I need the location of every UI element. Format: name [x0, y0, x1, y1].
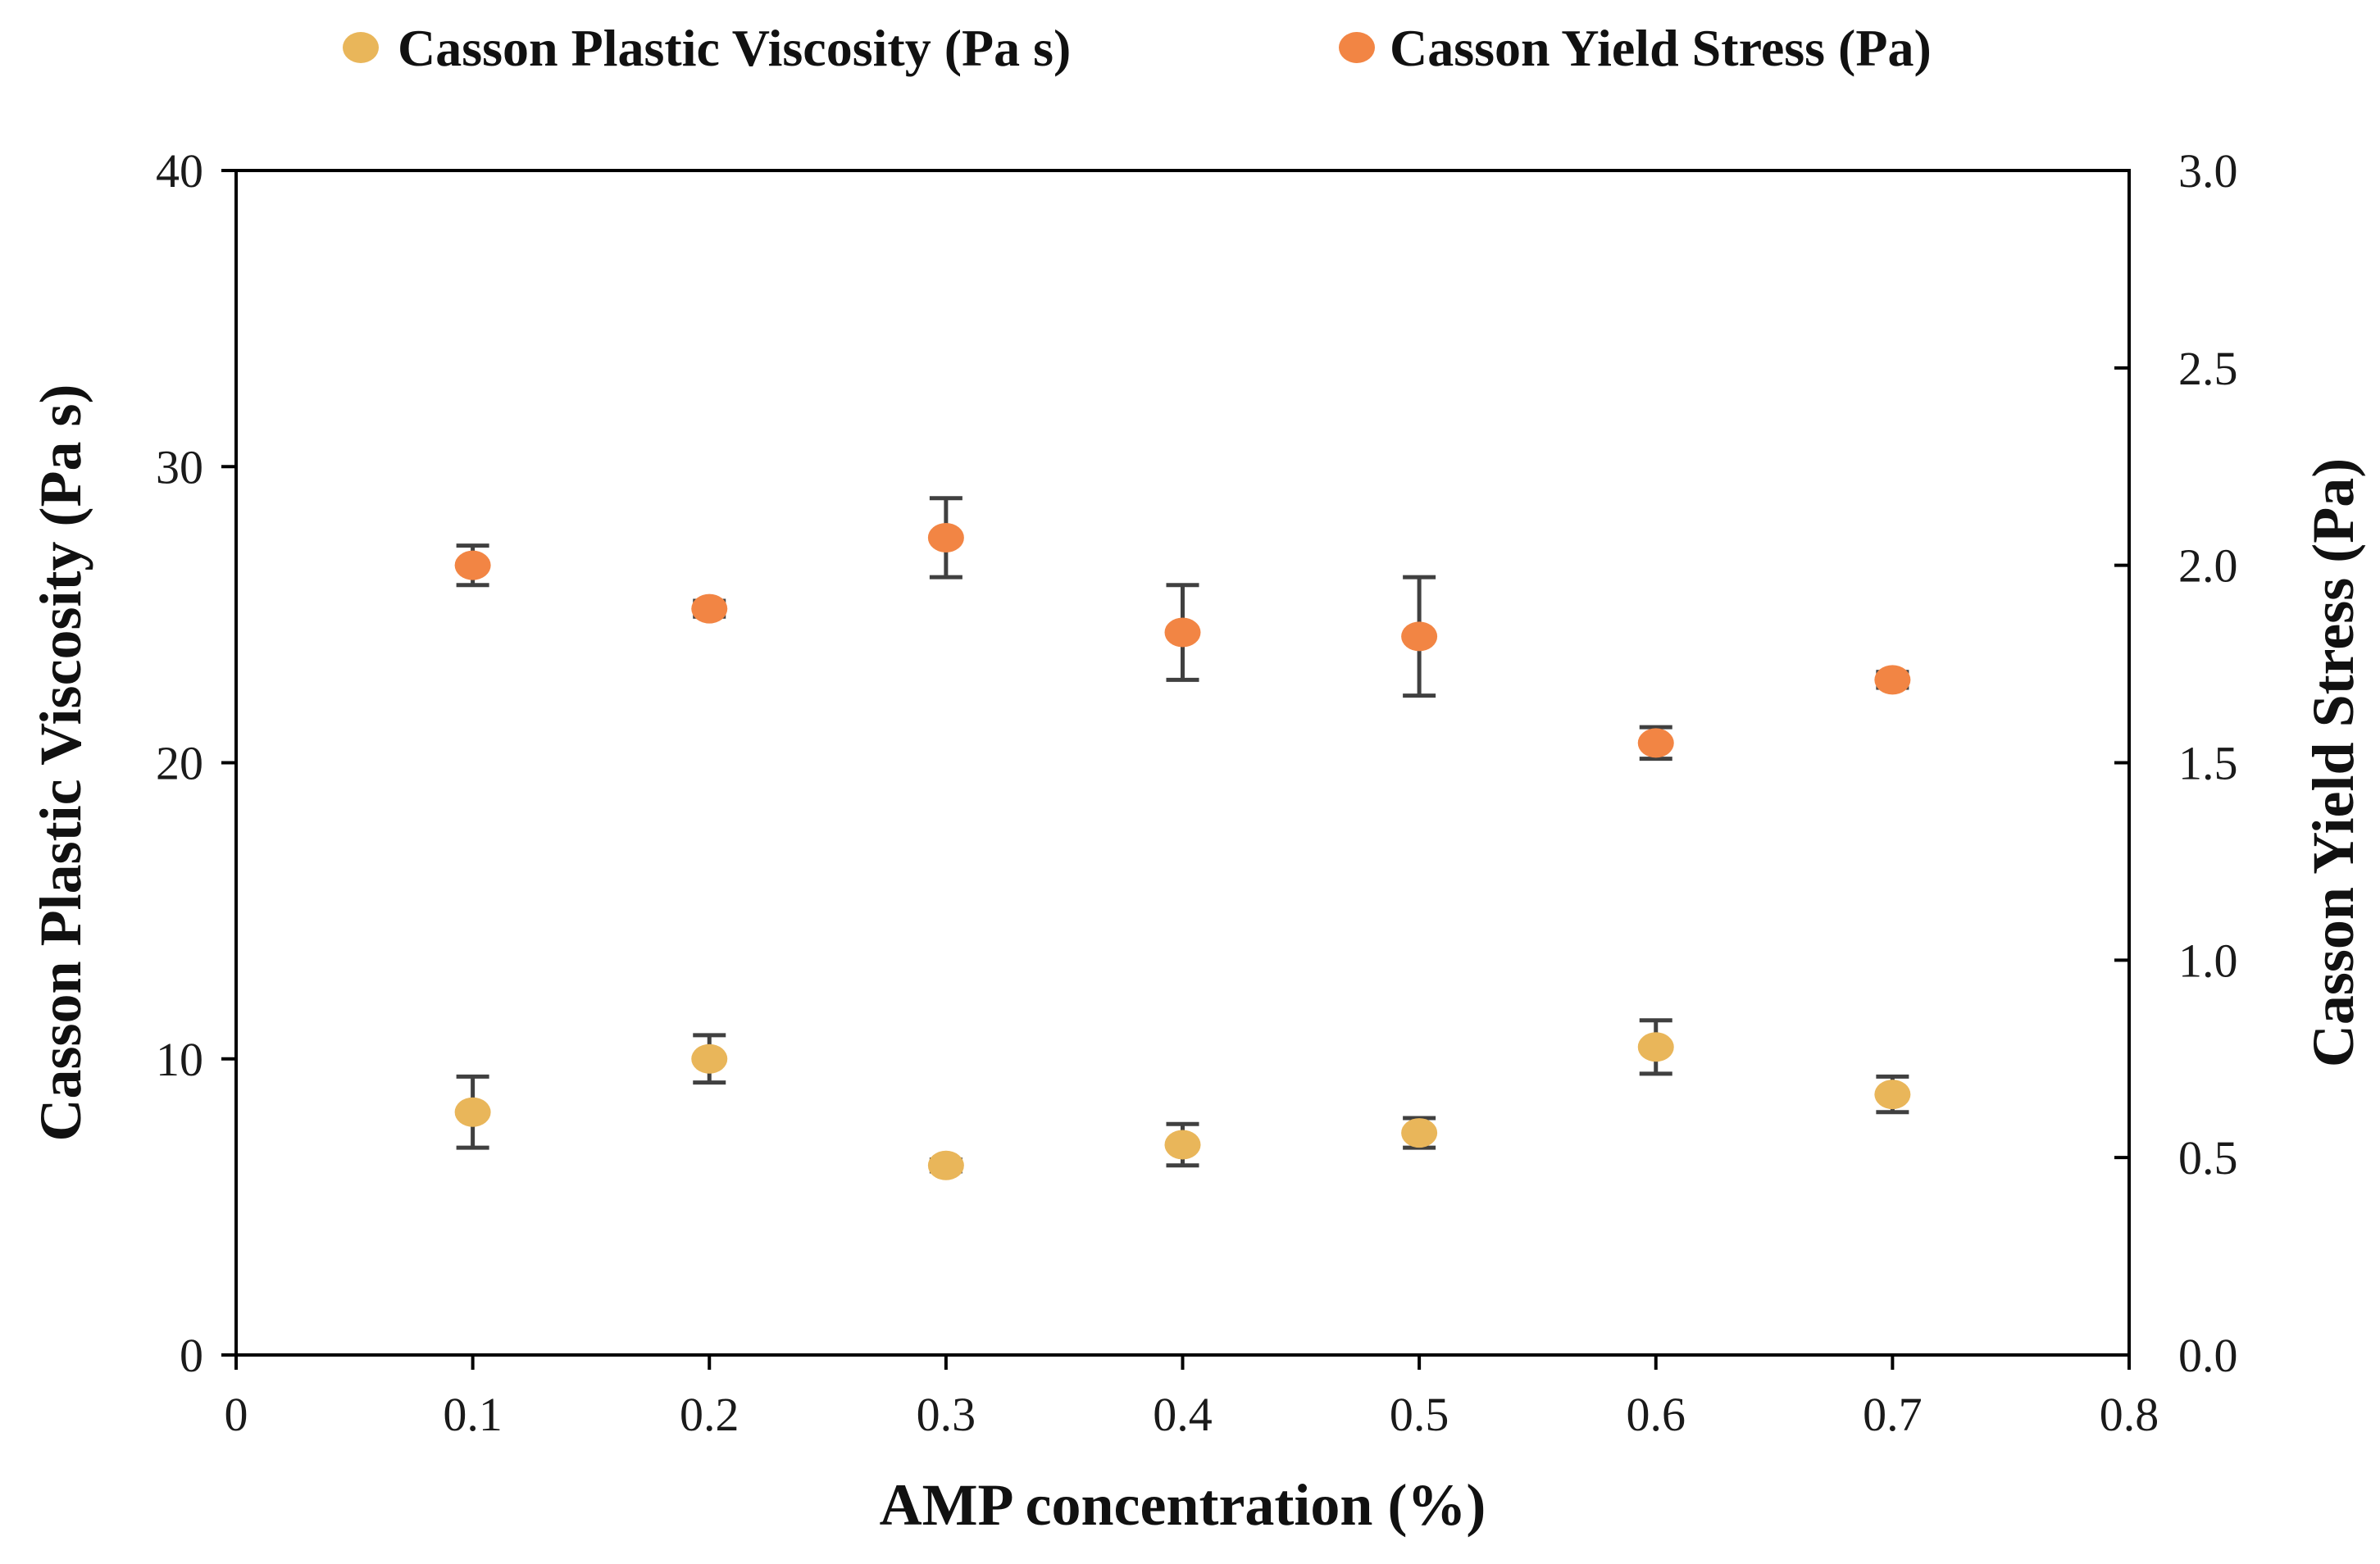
- yield-stress-point: [1637, 728, 1674, 758]
- viscosity-point: [1874, 1080, 1911, 1110]
- viscosity-point: [454, 1097, 491, 1127]
- x-tick-label: 0.2: [680, 1388, 739, 1441]
- y-tick-label: 0: [180, 1329, 203, 1382]
- plot-area: [234, 169, 2131, 1357]
- yield-stress-point: [1401, 621, 1438, 652]
- x-tick-label: 0.1: [443, 1388, 503, 1441]
- y-axis-left: 0 10 20 30 40: [156, 144, 236, 1382]
- x-tick-label: 0.6: [1627, 1388, 1686, 1441]
- viscosity-point: [1164, 1130, 1201, 1160]
- y2-tick-label: 0.0: [2178, 1329, 2238, 1382]
- y2-tick-label: 1.0: [2178, 934, 2238, 987]
- legend-marker-viscosity: [343, 32, 379, 63]
- viscosity-point: [927, 1150, 964, 1180]
- yield-stress-point: [691, 593, 728, 624]
- y-axis-right: 0.0 0.5 1.0 1.5 2.0 2.5 3.0: [2114, 144, 2238, 1382]
- x-tick-label: 0.8: [2100, 1388, 2159, 1441]
- viscosity-point: [691, 1043, 728, 1074]
- data-points: [454, 522, 1911, 1180]
- yield-stress-point: [1164, 617, 1201, 648]
- x-axis-title: AMP concentration (%): [880, 1472, 1486, 1538]
- viscosity-point: [1637, 1032, 1674, 1062]
- x-tick-label: 0.4: [1153, 1388, 1213, 1441]
- legend-marker-yield-stress: [1339, 32, 1375, 63]
- x-axis: 0 0.1 0.2 0.3 0.4 0.5 0.6 0.7 0.8: [225, 1355, 2159, 1441]
- y2-tick-label: 3.0: [2178, 144, 2238, 198]
- yield-stress-point: [927, 522, 964, 552]
- y2-tick-label: 2.0: [2178, 539, 2238, 593]
- x-tick-label: 0.3: [917, 1388, 976, 1441]
- y-tick-label: 10: [156, 1033, 203, 1086]
- x-tick-label: 0.5: [1390, 1388, 1449, 1441]
- legend: Casson Plastic Viscosity (Pa s) Casson Yi…: [343, 19, 1932, 77]
- x-tick-label: 0.7: [1863, 1388, 1923, 1441]
- legend-label-yield-stress: Casson Yield Stress (Pa): [1390, 19, 1932, 77]
- yield-stress-point: [1874, 665, 1911, 695]
- y2-tick-label: 2.5: [2178, 342, 2238, 395]
- x-tick-label: 0: [225, 1388, 248, 1441]
- y-tick-label: 40: [156, 144, 203, 198]
- plot-border: [234, 169, 2131, 1357]
- y2-tick-label: 0.5: [2178, 1131, 2238, 1184]
- legend-label-viscosity: Casson Plastic Viscosity (Pa s): [398, 19, 1071, 77]
- y-axis-left-title: Casson Plastic Viscosity (Pa s): [28, 384, 93, 1142]
- viscosity-point: [1401, 1118, 1438, 1148]
- y-tick-label: 30: [156, 440, 203, 493]
- y-axis-right-title: Casson Yield Stress (Pa): [2300, 458, 2366, 1067]
- error-bars: [456, 496, 1909, 1174]
- y2-tick-label: 1.5: [2178, 737, 2238, 790]
- y-tick-label: 20: [156, 737, 203, 790]
- yield-stress-point: [454, 550, 491, 580]
